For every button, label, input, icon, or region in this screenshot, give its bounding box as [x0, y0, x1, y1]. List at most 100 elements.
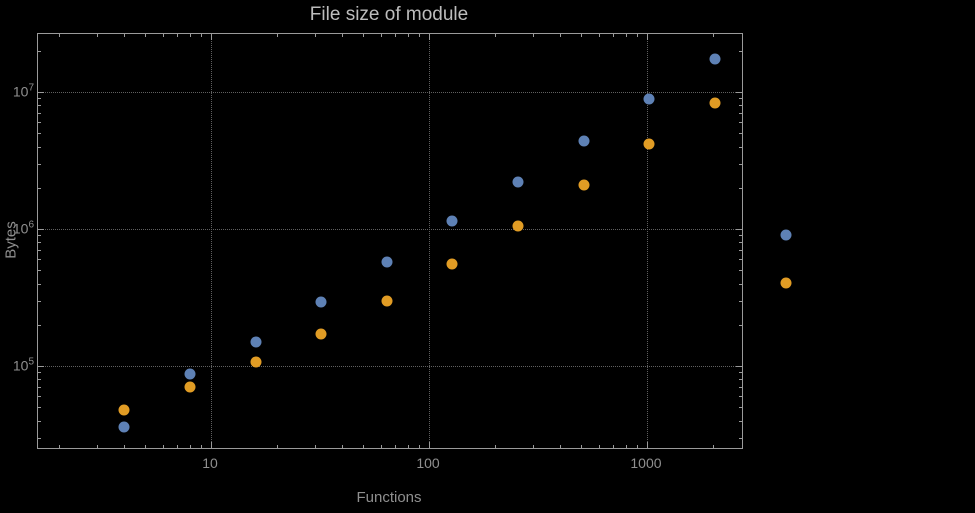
y-tick	[739, 163, 742, 165]
y-tick	[739, 250, 742, 252]
x-tick	[581, 445, 583, 448]
x-tick	[429, 34, 430, 40]
data-point-blue	[118, 421, 130, 433]
y-tick	[38, 387, 41, 389]
x-axis-title: Functions	[356, 489, 422, 506]
y-tick	[38, 122, 41, 124]
y-tick	[38, 300, 41, 302]
x-tick	[97, 34, 99, 37]
y-tick	[38, 270, 41, 272]
x-tick	[201, 445, 203, 448]
x-gridline	[646, 34, 648, 448]
x-tick	[613, 445, 615, 448]
y-tick	[38, 91, 44, 93]
data-point-orange	[512, 220, 524, 232]
x-gridline	[211, 34, 213, 448]
data-point-blue	[512, 176, 524, 188]
x-tick	[97, 445, 99, 448]
y-tick	[739, 122, 742, 124]
y-tick	[739, 146, 742, 148]
x-tick	[342, 34, 344, 37]
x-tick-label: 1000	[630, 455, 662, 471]
y-tick	[38, 98, 41, 100]
y-tick	[739, 283, 742, 285]
x-tick	[598, 34, 600, 37]
y-tick	[38, 113, 41, 115]
y-tick	[739, 259, 742, 261]
y-tick	[739, 105, 742, 107]
data-point-blue	[578, 135, 590, 147]
x-tick	[315, 445, 317, 448]
x-tick	[646, 34, 648, 40]
x-tick	[315, 34, 317, 37]
x-tick	[124, 34, 126, 37]
data-point-blue	[184, 368, 196, 380]
data-point-blue	[315, 296, 327, 308]
x-tick	[58, 445, 60, 448]
x-tick	[189, 34, 191, 37]
y-tick	[38, 372, 41, 374]
x-tick	[581, 34, 583, 37]
x-tick	[560, 445, 562, 448]
data-point-orange	[709, 97, 721, 109]
y-tick	[739, 420, 742, 422]
x-tick	[419, 445, 421, 448]
x-tick	[276, 445, 278, 448]
x-tick-label: 10	[202, 455, 218, 471]
x-tick	[211, 34, 213, 40]
x-tick	[407, 34, 409, 37]
y-tick	[736, 366, 742, 368]
x-tick	[625, 445, 627, 448]
x-tick	[625, 34, 627, 37]
x-tick	[177, 34, 179, 37]
data-point-blue	[250, 336, 262, 348]
y-tick	[739, 242, 742, 244]
x-tick	[636, 445, 638, 448]
y-tick	[38, 407, 41, 409]
x-tick	[58, 34, 60, 37]
y-gridline	[38, 366, 742, 368]
y-tick	[38, 379, 41, 381]
data-point-orange	[250, 356, 262, 368]
data-point-blue	[381, 256, 393, 268]
y-tick-label: 107	[12, 82, 34, 100]
data-point-orange	[446, 258, 458, 270]
y-tick	[38, 420, 41, 422]
data-point-orange	[315, 328, 327, 340]
y-tick	[739, 235, 742, 237]
data-point-orange	[184, 381, 196, 393]
y-tick	[739, 407, 742, 409]
x-tick	[342, 445, 344, 448]
y-tick	[739, 387, 742, 389]
y-tick	[739, 98, 742, 100]
y-tick	[38, 259, 41, 261]
y-tick	[38, 437, 41, 439]
x-tick-label: 100	[416, 455, 440, 471]
y-tick	[739, 187, 742, 189]
y-gridline	[38, 229, 742, 230]
x-tick	[276, 34, 278, 37]
data-point-blue	[709, 53, 721, 65]
y-tick	[736, 229, 742, 230]
data-point-orange	[118, 404, 130, 416]
x-tick	[712, 34, 714, 37]
x-tick	[145, 34, 147, 37]
plot-area	[37, 33, 743, 449]
legend-marker-orange	[780, 277, 792, 289]
x-tick	[162, 445, 164, 448]
data-point-blue	[446, 215, 458, 227]
x-gridline	[429, 34, 430, 448]
y-tick	[38, 105, 41, 107]
x-tick	[201, 34, 203, 37]
x-tick	[598, 445, 600, 448]
y-tick	[739, 133, 742, 135]
y-tick	[736, 91, 742, 93]
x-tick	[429, 442, 430, 448]
data-point-orange	[381, 295, 393, 307]
y-tick	[38, 242, 41, 244]
x-tick	[395, 445, 397, 448]
x-tick	[145, 445, 147, 448]
x-tick	[380, 34, 382, 37]
chart-title: File size of module	[309, 4, 469, 25]
y-gridline	[38, 91, 742, 93]
